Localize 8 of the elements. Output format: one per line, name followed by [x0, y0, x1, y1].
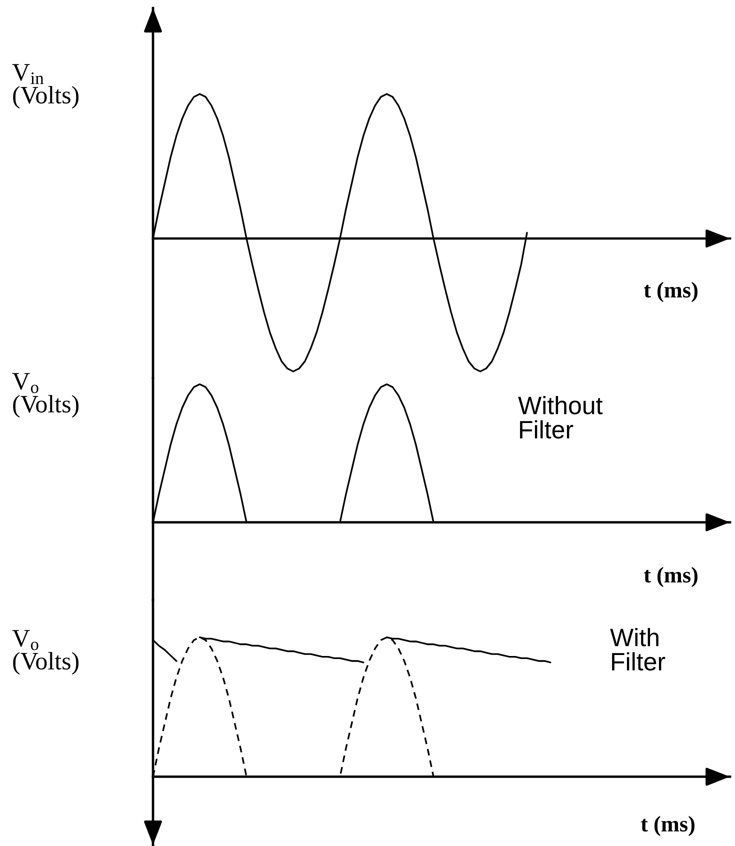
x-axis-title: t (ms) — [640, 816, 694, 836]
x-axis-title: t (ms) — [644, 566, 698, 588]
x-axis-title: t (ms) — [644, 282, 698, 302]
annotation: Without Filter — [518, 396, 603, 439]
annotation: With Filter — [610, 628, 666, 671]
y-axis-title: V$_{in}$ (Volts) — [12, 64, 79, 109]
y-axis-title: V$_{o}$ (Volts) — [12, 630, 79, 675]
y-axis-title: V$_{o}$ (Volts) — [12, 373, 79, 418]
